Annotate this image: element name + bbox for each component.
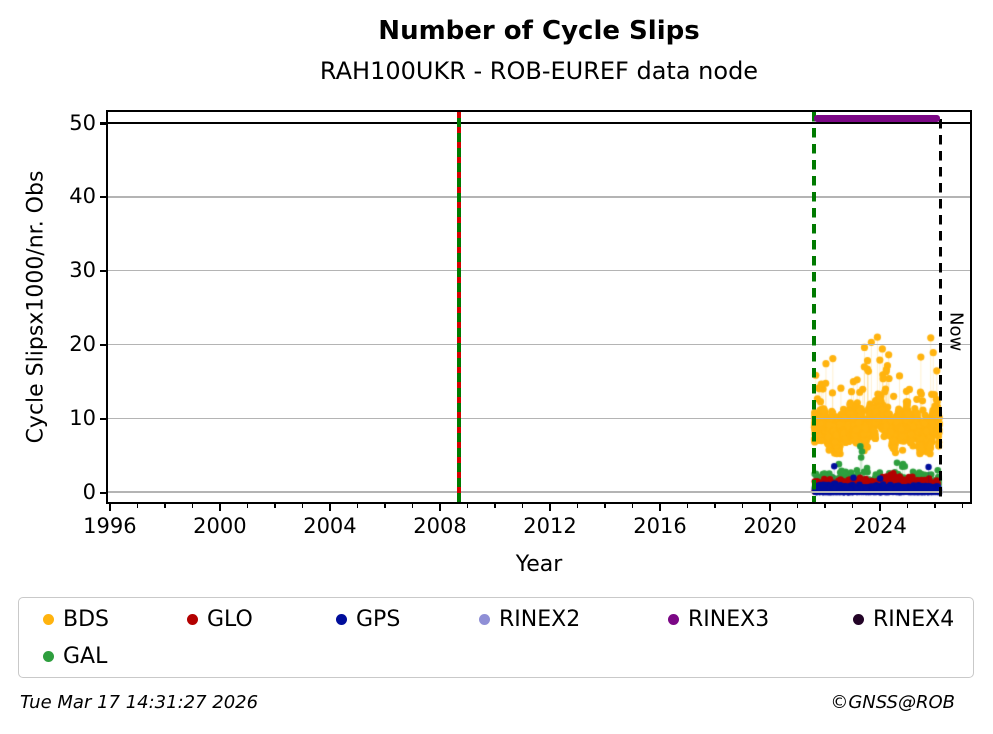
now-label: Now <box>945 312 967 352</box>
legend-label-gal: GAL <box>63 644 108 669</box>
x-tick-label-2004: 2004 <box>303 514 357 538</box>
x-minor-tick-1997 <box>136 504 139 508</box>
x-minor-tick-2001 <box>246 504 249 508</box>
scatter-points-canvas <box>108 112 969 501</box>
plot-area: Now <box>106 110 972 504</box>
legend-label-glo: GLO <box>207 607 253 632</box>
chart-subtitle: RAH100UKR - ROB-EUREF data node <box>319 57 759 85</box>
clip-line <box>108 121 970 125</box>
gridline-y20 <box>108 343 970 346</box>
gridline-y0 <box>108 491 970 493</box>
y-tick-50 <box>99 122 106 125</box>
y-tick-10 <box>99 417 106 420</box>
x-tick-2020 <box>768 504 772 511</box>
y-tick-label-30: 30 <box>69 258 96 283</box>
credit-label: ©GNSS@ROB <box>830 692 955 713</box>
legend: BDS GLO GPS RINEX2 RINEX3 RINEX4 GAL <box>18 597 974 678</box>
x-minor-tick-2026 <box>934 504 936 508</box>
x-tick-2024 <box>878 504 882 511</box>
rinex4-marker-icon <box>853 614 864 625</box>
gps-marker-icon <box>336 614 347 625</box>
x-minor-tick-2019 <box>741 504 744 508</box>
x-tick-1996 <box>108 504 111 511</box>
x-minor-tick-2003 <box>301 504 304 508</box>
legend-label-rinex3: RINEX3 <box>688 607 770 632</box>
x-minor-tick-2010 <box>494 504 496 508</box>
x-minor-tick-2027 <box>961 504 964 508</box>
legend-label-gps: GPS <box>356 607 401 632</box>
x-minor-tick-2018 <box>714 504 716 508</box>
x-tick-2012 <box>548 504 552 511</box>
gal-marker-icon <box>43 651 54 662</box>
event-line-red-dash <box>456 112 461 502</box>
y-tick-label-10: 10 <box>69 405 96 430</box>
x-minor-tick-2013 <box>576 504 579 508</box>
y-tick-label-20: 20 <box>69 332 96 356</box>
x-tick-2016 <box>658 504 662 511</box>
y-tick-40 <box>99 196 106 199</box>
x-minor-tick-2025 <box>906 504 909 508</box>
x-tick-label-2012: 2012 <box>523 514 577 538</box>
x-minor-tick-2007 <box>411 504 414 508</box>
bds-marker-icon <box>43 614 54 625</box>
x-minor-tick-2015 <box>631 504 634 508</box>
y-tick-30 <box>99 270 106 273</box>
chart-title: Number of Cycle Slips <box>378 16 700 46</box>
x-tick-label-1996: 1996 <box>83 514 137 538</box>
x-minor-tick-1999 <box>191 504 194 508</box>
x-minor-tick-2002 <box>274 504 276 508</box>
x-tick-label-2000: 2000 <box>193 514 247 538</box>
x-axis-label: Year <box>515 552 563 577</box>
y-tick-label-40: 40 <box>69 184 96 209</box>
gridline-y10 <box>108 417 970 420</box>
legend-label-rinex2: RINEX2 <box>499 607 581 632</box>
legend-label-bds: BDS <box>63 607 109 632</box>
x-tick-label-2016: 2016 <box>633 514 687 538</box>
x-tick-2000 <box>218 504 221 511</box>
x-minor-tick-2014 <box>604 504 606 508</box>
y-axis-label: Cycle Slipsx1000/nr. Obs <box>23 170 49 444</box>
rinex3-marker-icon <box>668 614 679 625</box>
x-minor-tick-1998 <box>164 504 166 508</box>
x-minor-tick-2005 <box>356 504 359 508</box>
x-tick-2008 <box>438 504 442 511</box>
data-start-line <box>812 112 816 502</box>
y-tick-20 <box>99 343 106 347</box>
x-minor-tick-2022 <box>824 504 826 508</box>
y-tick-label-50: 50 <box>69 110 96 135</box>
x-minor-tick-2021 <box>796 504 799 508</box>
y-tick-0 <box>99 491 106 494</box>
x-minor-tick-2011 <box>521 504 524 508</box>
x-minor-tick-2006 <box>384 504 386 508</box>
gridline-y30 <box>108 270 970 272</box>
x-tick-2004 <box>328 504 332 511</box>
x-minor-tick-2017 <box>686 504 689 508</box>
now-line <box>938 119 943 502</box>
y-tick-label-0: 0 <box>82 479 96 504</box>
glo-marker-icon <box>187 614 198 625</box>
x-minor-tick-2009 <box>466 504 469 508</box>
rinex3-bar <box>814 115 940 122</box>
x-tick-label-2020: 2020 <box>743 514 797 538</box>
x-tick-label-2008: 2008 <box>413 514 467 538</box>
x-tick-label-2024: 2024 <box>853 514 907 538</box>
plot-timestamp: Tue Mar 17 14:31:27 2026 <box>20 692 259 713</box>
x-minor-tick-2023 <box>851 504 854 508</box>
gridline-y40 <box>108 196 970 198</box>
legend-label-rinex4: RINEX4 <box>873 607 955 632</box>
rinex2-marker-icon <box>479 614 490 625</box>
